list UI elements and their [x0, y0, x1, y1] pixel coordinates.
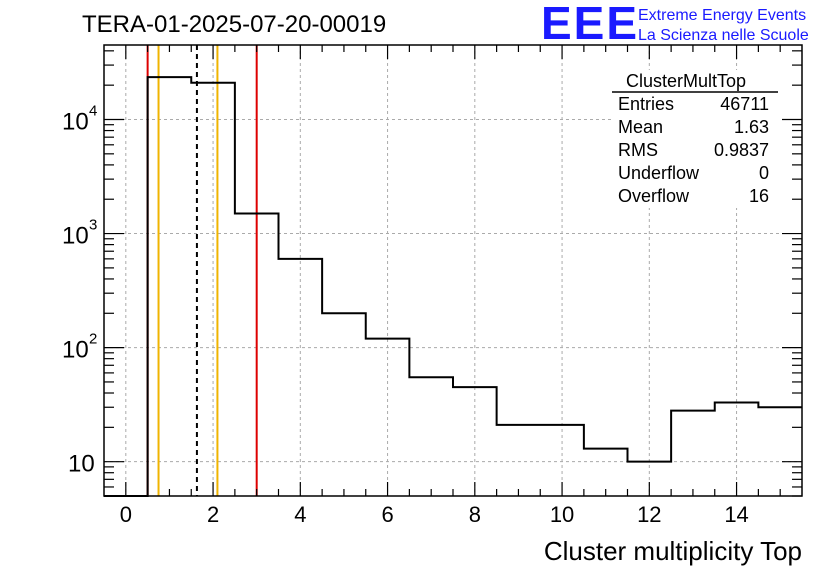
stats-row-value: 1.63: [734, 117, 769, 137]
x-tick-label: 10: [550, 502, 574, 527]
y-tick-base: 10: [62, 223, 89, 250]
y-tick-base: 10: [62, 109, 89, 136]
stats-row-label: Underflow: [618, 163, 700, 183]
y-tick-exponent: 4: [89, 103, 97, 120]
logo-line-1: Extreme Energy Events: [638, 7, 806, 24]
stats-row-value: 0.9837: [714, 140, 769, 160]
y-tick-exponent: 2: [89, 331, 97, 348]
stats-box: ClusterMultTop Entries 46711 Mean 1.63 RMS 0.…: [612, 70, 780, 208]
stats-row-label: Overflow: [618, 186, 690, 206]
y-tick-label: 10 2: [62, 331, 97, 364]
y-tick-base: 10: [62, 337, 89, 364]
y-tick-base: 10: [68, 451, 95, 478]
x-tick-labels: 0 2 4 6 8 10 12 14: [120, 502, 749, 527]
x-tick-label: 2: [207, 502, 219, 527]
axis-ticks: [104, 45, 802, 497]
chart-title: TERA-01-2025-07-20-00019: [82, 11, 386, 38]
stats-box-title: ClusterMultTop: [626, 71, 746, 91]
x-tick-label: 14: [724, 502, 748, 527]
marker-lines: [146, 45, 258, 496]
x-tick-label: 6: [381, 502, 393, 527]
x-tick-label: 8: [469, 502, 481, 527]
stats-row-label: RMS: [618, 140, 658, 160]
x-tick-label: 4: [294, 502, 306, 527]
y-tick-label: 10 3: [62, 217, 97, 250]
logo-line-2: La Scienza nelle Scuole: [638, 27, 809, 44]
stats-row-value: 46711: [720, 94, 769, 114]
x-tick-label: 12: [637, 502, 661, 527]
stats-row-label: Entries: [618, 94, 674, 114]
y-tick-label: 10: [68, 451, 95, 478]
stats-row-label: Mean: [618, 117, 663, 137]
x-tick-label: 0: [120, 502, 132, 527]
histogram-series: [104, 76, 802, 497]
x-axis-label: Cluster multiplicity Top: [544, 536, 802, 566]
y-tick-label: 10 4: [62, 103, 97, 136]
stats-row-value: 0: [759, 163, 769, 183]
y-tick-exponent: 3: [89, 217, 97, 234]
eee-logo: EEE Extreme Energy Events La Scienza nel…: [541, 0, 809, 49]
eee-logo-mark: EEE: [541, 0, 639, 49]
grid-lines: [104, 45, 802, 496]
stats-row-value: 16: [749, 186, 769, 206]
